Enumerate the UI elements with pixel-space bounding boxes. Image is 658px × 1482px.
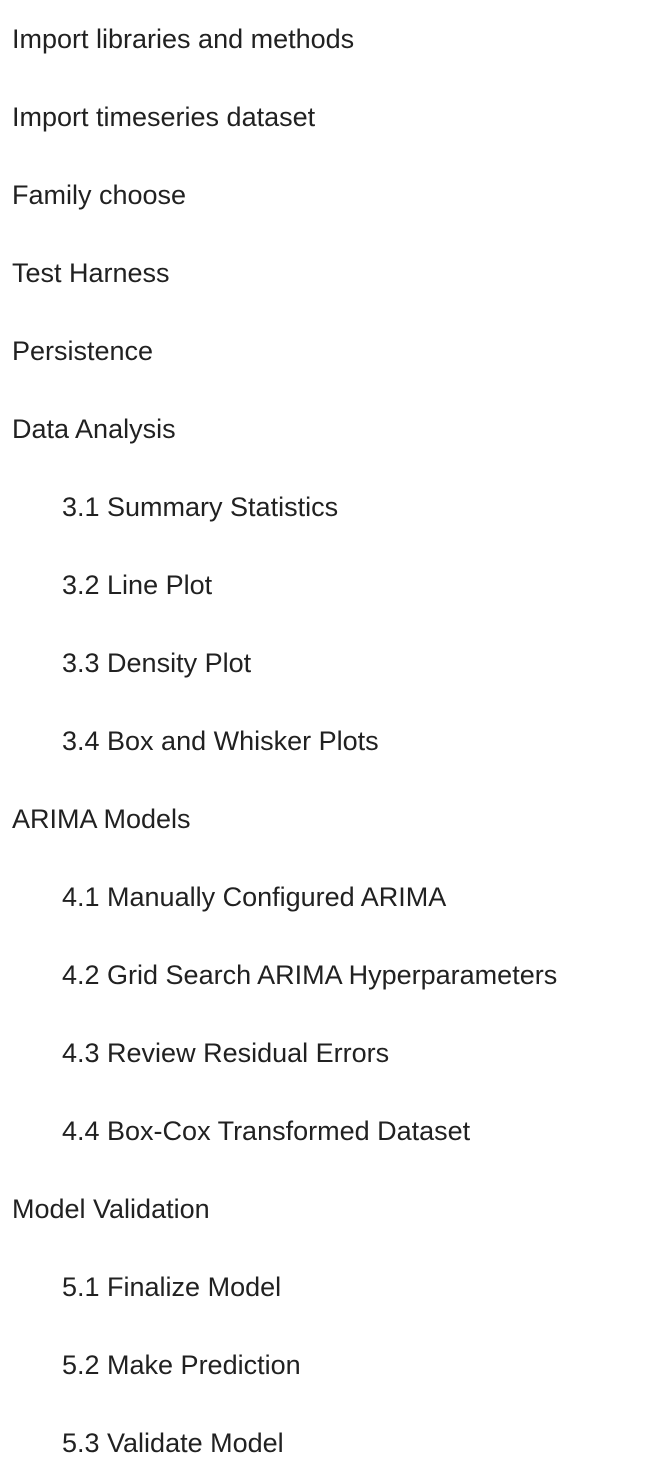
- toc-item-persistence[interactable]: Persistence: [12, 336, 154, 366]
- toc-item-grid-search-arima[interactable]: 4.2 Grid Search ARIMA Hyperparameters: [62, 960, 558, 990]
- toc-item-box-cox-dataset[interactable]: 4.4 Box-Cox Transformed Dataset: [62, 1116, 471, 1146]
- toc-item-box-whisker-plots[interactable]: 3.4 Box and Whisker Plots: [62, 726, 379, 756]
- toc-item-line-plot[interactable]: 3.2 Line Plot: [62, 570, 213, 600]
- toc-item-model-validation[interactable]: Model Validation: [12, 1194, 210, 1224]
- toc-item-family-choose[interactable]: Family choose: [12, 180, 187, 210]
- toc-item-arima-models[interactable]: ARIMA Models: [12, 804, 191, 834]
- toc-item-manually-configured-arima[interactable]: 4.1 Manually Configured ARIMA: [62, 882, 447, 912]
- toc-item-density-plot[interactable]: 3.3 Density Plot: [62, 648, 252, 678]
- toc-item-make-prediction[interactable]: 5.2 Make Prediction: [62, 1350, 301, 1380]
- toc-item-validate-model[interactable]: 5.3 Validate Model: [62, 1428, 284, 1458]
- toc-item-import-dataset[interactable]: Import timeseries dataset: [12, 102, 316, 132]
- toc-item-review-residual-errors[interactable]: 4.3 Review Residual Errors: [62, 1038, 390, 1068]
- toc-item-summary-statistics[interactable]: 3.1 Summary Statistics: [62, 492, 339, 522]
- toc-item-import-libraries[interactable]: Import libraries and methods: [12, 24, 355, 54]
- toc-item-test-harness[interactable]: Test Harness: [12, 258, 170, 288]
- toc-item-finalize-model[interactable]: 5.1 Finalize Model: [62, 1272, 282, 1302]
- toc-item-data-analysis[interactable]: Data Analysis: [12, 414, 176, 444]
